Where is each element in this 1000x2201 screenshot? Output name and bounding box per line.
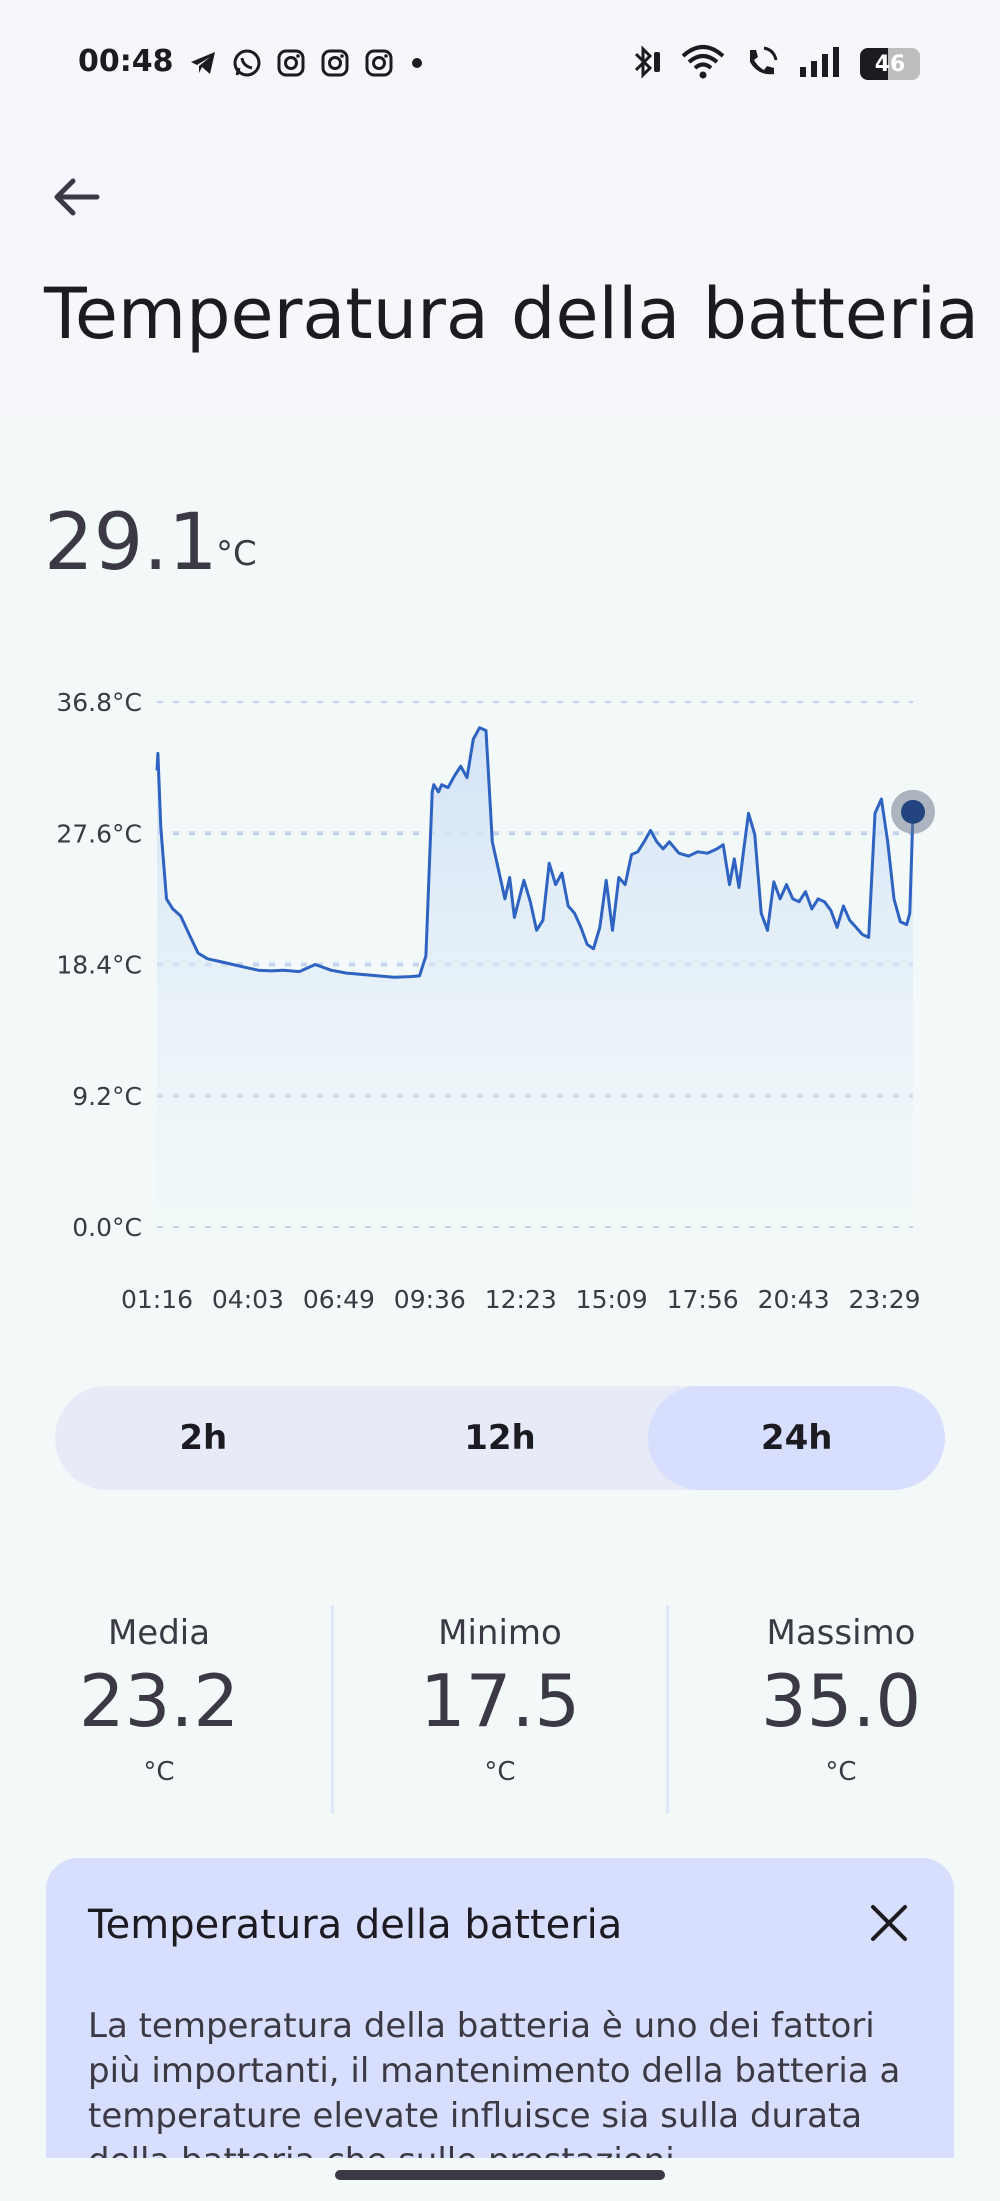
x-tick-label: 04:03	[212, 1285, 284, 1314]
range-option-12h[interactable]: 12h	[464, 1418, 536, 1458]
stat-divider	[666, 1605, 669, 1813]
page-title: Temperatura della batteria	[44, 272, 979, 355]
x-tick-label: 12:23	[485, 1285, 557, 1314]
x-tick-label: 09:36	[394, 1285, 466, 1314]
stats-row: Media 23.2 °C Minimo 17.5 °C Massimo 35.…	[0, 1605, 1000, 1815]
temperature-chart: 0.0°C 9.2°C 18.4°C 27.6°C 36.8°C 01:16 04:03 06…	[0, 660, 1000, 1320]
status-system-icons: 46	[628, 44, 920, 84]
current-temperature-unit: °C	[216, 534, 257, 574]
instagram-icon	[274, 46, 308, 80]
stat-minimum: Minimo 17.5 °C	[375, 1605, 625, 1787]
close-info-button[interactable]	[864, 1898, 914, 1948]
x-tick-label: 23:29	[849, 1285, 921, 1314]
stat-average-unit: °C	[143, 1757, 175, 1787]
current-point-marker	[901, 799, 925, 824]
signal-icon	[798, 45, 842, 83]
stat-average: Media 23.2 °C	[34, 1605, 284, 1787]
range-option-24h[interactable]: 24h	[648, 1386, 945, 1490]
info-card: Temperatura della batteria La temperatur…	[46, 1858, 954, 2158]
x-tick-label: 01:16	[121, 1285, 193, 1314]
wifi-icon	[680, 44, 726, 84]
temperature-chart-svg: 0.0°C 9.2°C 18.4°C 27.6°C 36.8°C 01:16 04:03 06…	[56, 688, 935, 1314]
x-tick-label: 06:49	[303, 1285, 375, 1314]
x-tick-label: 20:43	[758, 1285, 830, 1314]
stat-minimum-label: Minimo	[438, 1613, 562, 1653]
status-notification-icons	[186, 46, 422, 80]
stat-maximum-value: 35.0	[760, 1659, 922, 1743]
time-range-selector[interactable]: 2h 12h 24h	[55, 1386, 945, 1490]
temperature-area	[157, 727, 913, 1227]
whatsapp-icon	[230, 46, 264, 80]
battery-fill	[860, 48, 888, 80]
info-card-title: Temperatura della batteria	[88, 1902, 623, 1948]
info-card-text: La temperatura della batteria è uno dei …	[88, 2006, 901, 2158]
x-tick-label: 17:56	[667, 1285, 739, 1314]
y-tick-label: 9.2°C	[72, 1082, 142, 1111]
stat-maximum-unit: °C	[825, 1757, 857, 1787]
battery-level: 46	[874, 51, 906, 77]
status-time: 00:48	[78, 44, 174, 79]
telegram-icon	[186, 46, 220, 80]
wifi-call-icon	[744, 44, 780, 84]
home-indicator	[335, 2170, 665, 2180]
status-bar: 00:48 46	[0, 0, 1000, 130]
stat-divider	[331, 1605, 334, 1813]
y-tick-label: 18.4°C	[56, 951, 142, 980]
close-icon	[871, 1905, 907, 1941]
battery-icon: 46	[860, 48, 920, 80]
instagram-icon	[362, 46, 396, 80]
stat-average-label: Media	[107, 1613, 211, 1653]
range-option-2h[interactable]: 2h	[179, 1418, 228, 1458]
stat-maximum-label: Massimo	[766, 1613, 916, 1653]
y-tick-label: 36.8°C	[56, 688, 142, 717]
stat-minimum-unit: °C	[484, 1757, 516, 1787]
instagram-icon	[318, 46, 352, 80]
stat-minimum-value: 17.5	[419, 1659, 581, 1743]
y-tick-label: 27.6°C	[56, 819, 142, 848]
back-button[interactable]	[44, 165, 108, 229]
arrow-left-icon	[54, 178, 100, 216]
stat-maximum: Massimo 35.0 °C	[716, 1605, 966, 1787]
temperature-series-line	[155, 726, 915, 979]
bluetooth-icon	[628, 44, 662, 84]
x-tick-label: 15:09	[576, 1285, 648, 1314]
current-temperature-value: 29.1	[44, 498, 218, 588]
stat-average-value: 23.2	[78, 1659, 240, 1743]
more-notifications-dot	[412, 58, 422, 68]
y-tick-label: 0.0°C	[72, 1213, 142, 1242]
